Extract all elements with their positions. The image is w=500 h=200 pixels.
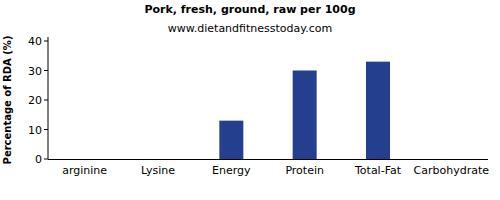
y-tick — [44, 70, 48, 71]
x-axis — [48, 159, 488, 160]
y-tick — [44, 159, 48, 160]
y-tick — [44, 100, 48, 101]
y-axis-label: Percentage of RDA (%) — [2, 36, 13, 165]
bar — [73, 159, 97, 160]
bar — [146, 159, 170, 160]
chart: Pork, fresh, ground, raw per 100g www.die… — [0, 0, 500, 200]
y-tick-label: 20 — [28, 94, 42, 107]
x-tick-label: Protein — [285, 164, 324, 177]
bar — [293, 71, 317, 160]
y-tick-label: 30 — [28, 65, 42, 78]
y-tick-label: 40 — [28, 35, 42, 48]
x-tick-label: Energy — [212, 164, 251, 177]
x-tick-label: Lysine — [141, 164, 175, 177]
y-tick-label: 10 — [28, 124, 42, 137]
y-tick-label: 0 — [35, 153, 42, 166]
x-tick-label: arginine — [62, 164, 107, 177]
bar — [366, 62, 390, 159]
bar — [219, 121, 243, 159]
x-tick-label: Total-Fat — [354, 164, 402, 177]
x-tick-label: Carbohydrate — [414, 164, 490, 177]
subtitle: www.dietandfitnesstoday.com — [168, 22, 332, 35]
bars — [219, 62, 390, 159]
y-axis — [48, 37, 49, 159]
y-tick — [44, 129, 48, 130]
y-tick — [44, 41, 48, 42]
title: Pork, fresh, ground, raw per 100g — [144, 3, 355, 16]
bar — [439, 159, 463, 160]
